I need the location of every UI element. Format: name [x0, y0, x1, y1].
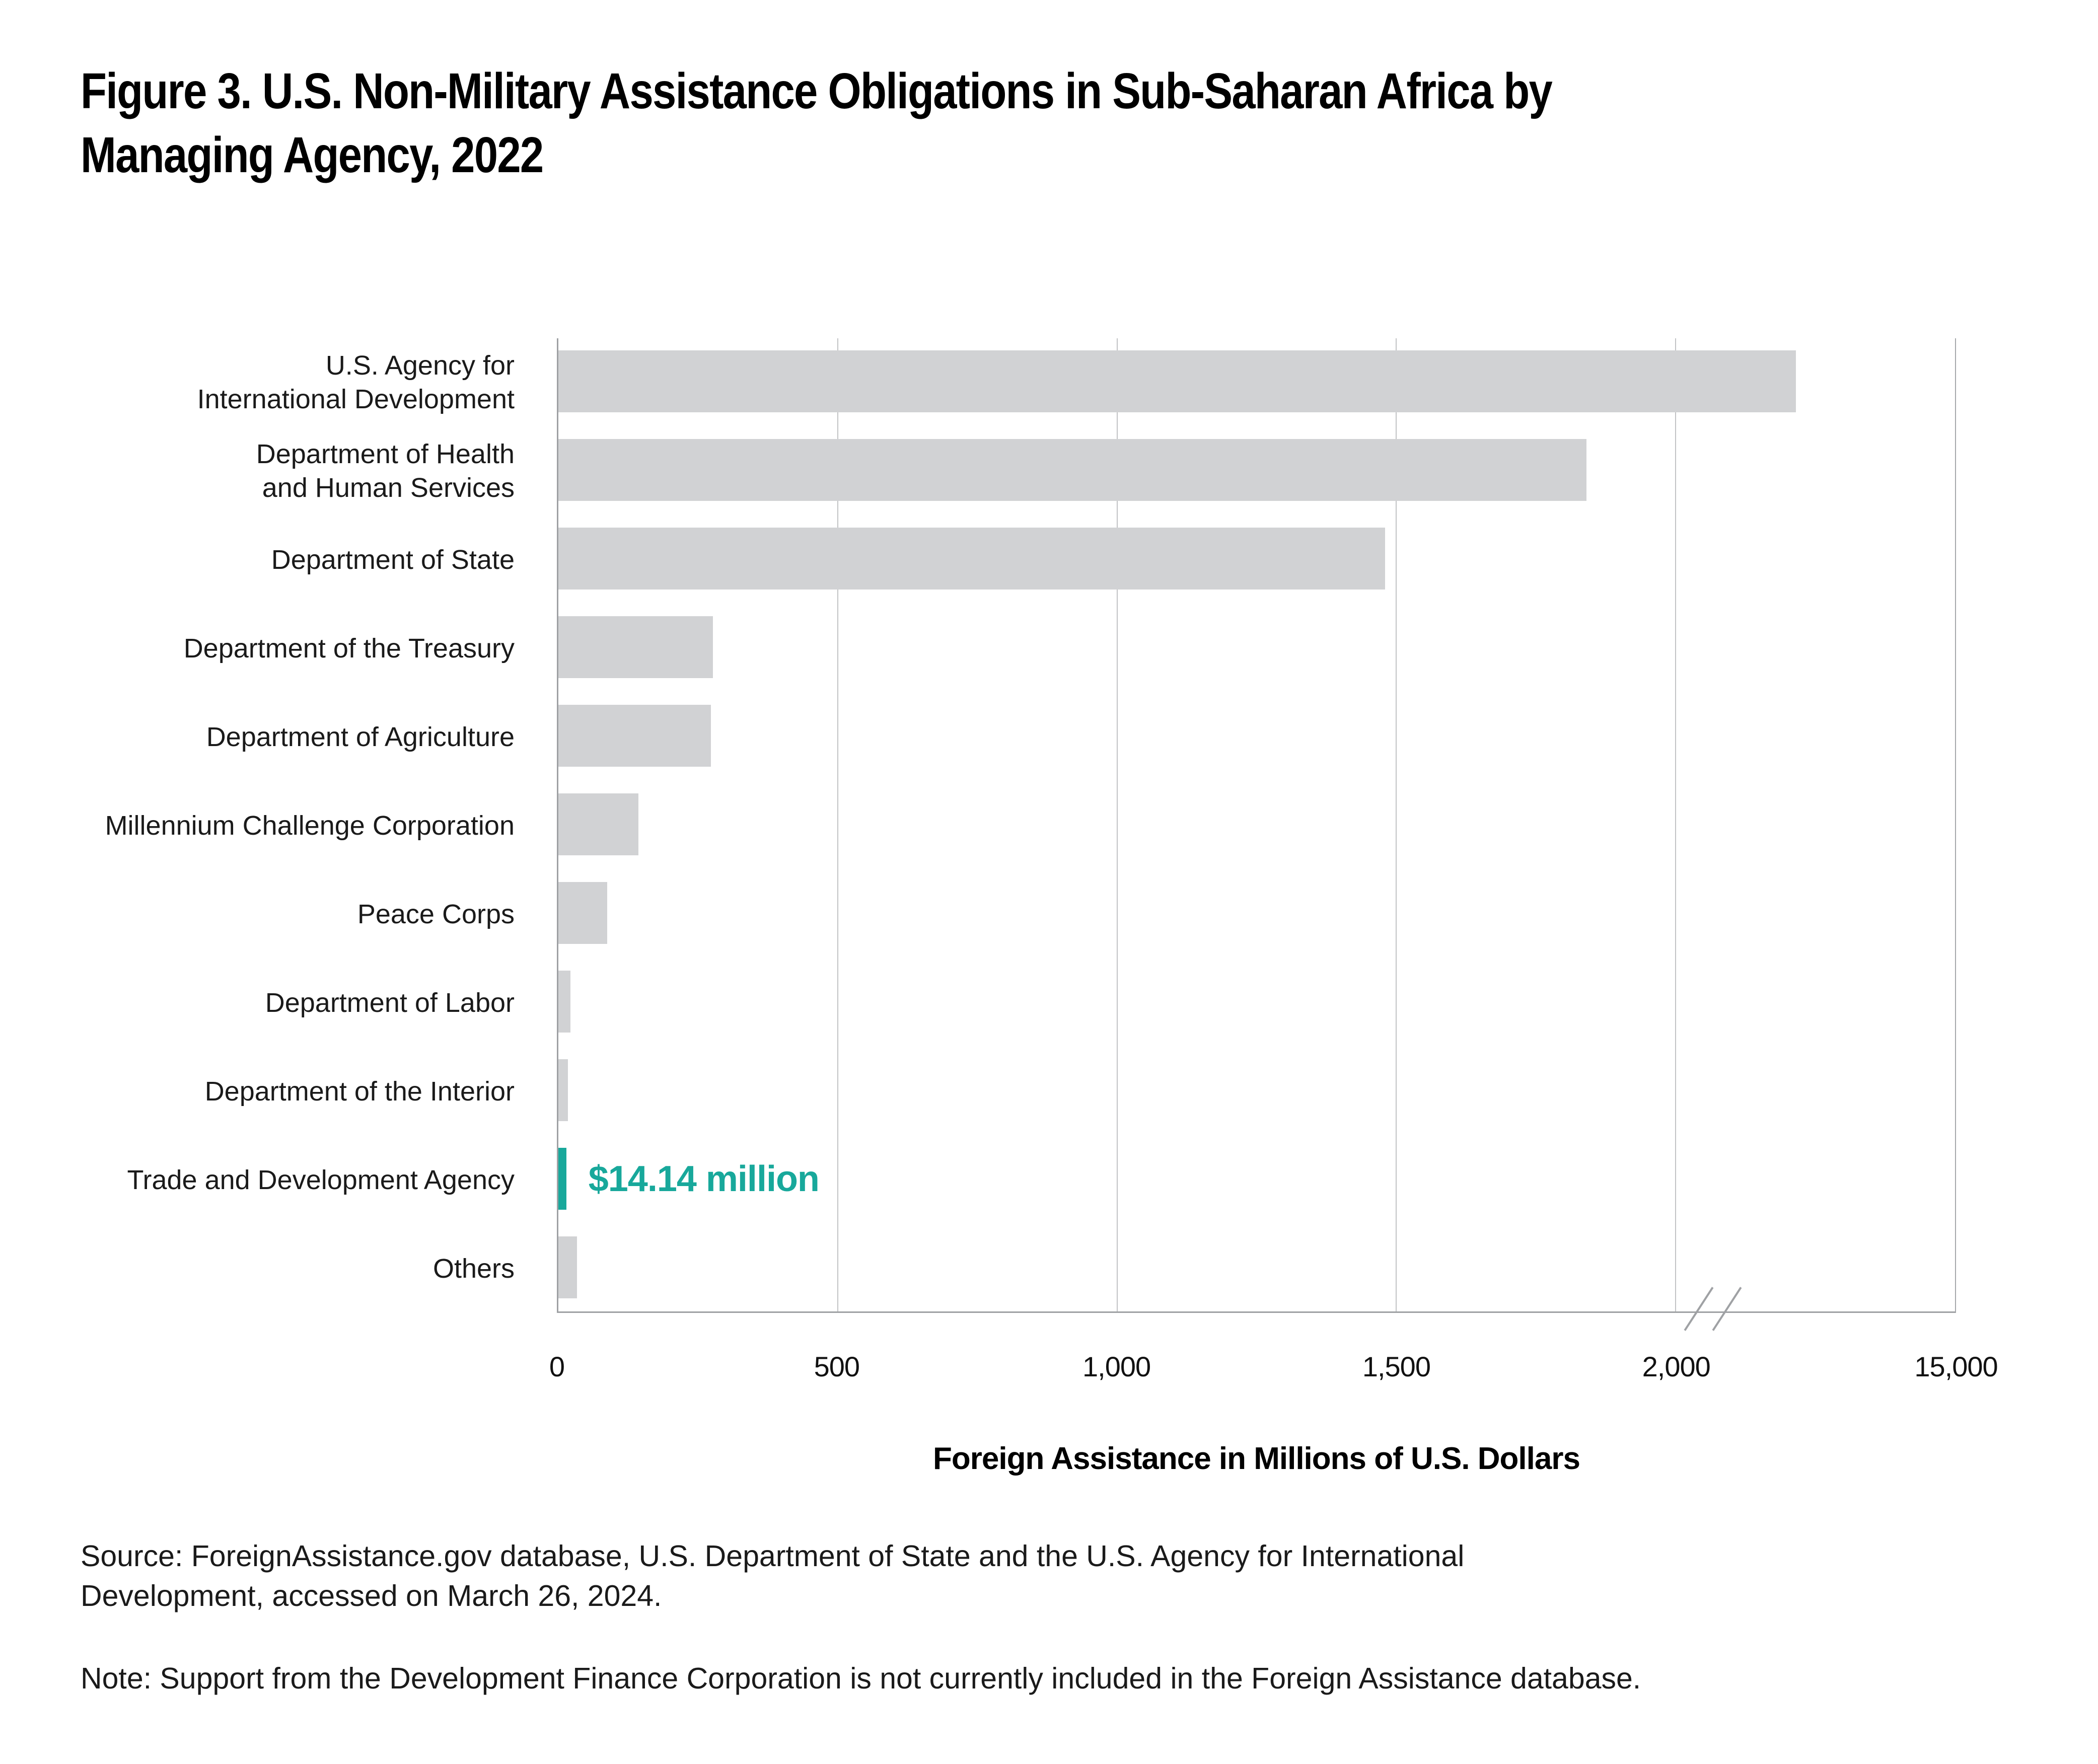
bar-row-department-of-agriculture: [558, 693, 1955, 781]
gridline-500: [837, 338, 838, 1311]
category-label-line: Others: [432, 1253, 515, 1284]
figure-title: Figure 3. U.S. Non-Military Assistance O…: [81, 59, 1553, 187]
category-label-line: Department of State: [271, 544, 515, 575]
x-tick-2000: 2,000: [1642, 1351, 1711, 1382]
bar-department-of-the-treasury: [558, 616, 713, 678]
bar-trade-and-development-agency: [558, 1148, 566, 1210]
category-label-department-of-the-treasury: Department of the Treasury: [0, 604, 536, 693]
category-label-line: Department of Agriculture: [206, 721, 515, 752]
category-label-trade-and-development-agency: Trade and Development Agency: [0, 1136, 536, 1224]
bar-department-of-health-and-human-services: [558, 439, 1586, 501]
category-label-line: U.S. Agency for: [325, 350, 515, 381]
bar-row-trade-and-development-agency: $14.14 million: [558, 1136, 1955, 1224]
category-label-line: Millennium Challenge Corporation: [105, 810, 515, 841]
gridline-1,000: [1116, 338, 1118, 1311]
category-label-line: Trade and Development Agency: [127, 1164, 515, 1195]
category-label-line: Department of the Treasury: [183, 633, 515, 664]
source-text: Source: ForeignAssistance.gov database, …: [81, 1536, 1464, 1616]
category-label-department-of-health-and-human-services: Department of Health and Human Services: [0, 427, 536, 516]
category-label-u-s-agency-for-international-development: U.S. Agency for International Development: [0, 338, 536, 427]
bar-row-department-of-labor: [558, 959, 1955, 1047]
bar-row-others: [558, 1224, 1955, 1313]
plot-area: $14.14 million: [557, 338, 1956, 1331]
category-label-line: and Human Services: [262, 473, 515, 503]
category-label-line: Department of Labor: [265, 987, 515, 1018]
source-line2: Development, accessed on March 26, 2024.: [81, 1579, 662, 1612]
bar-others: [558, 1236, 577, 1298]
bar-department-of-agriculture: [558, 705, 711, 767]
y-axis-labels: U.S. Agency for International Development…: [0, 338, 536, 1313]
bar-department-of-state: [558, 528, 1386, 590]
value-annotation-trade-and-development-agency: $14.14 million: [588, 1158, 820, 1199]
category-label-line: International Development: [197, 384, 515, 414]
category-label-department-of-state: Department of State: [0, 516, 536, 604]
bar-row-u-s-agency-for-international-development: [558, 338, 1955, 427]
x-tick-1000: 1,000: [1082, 1351, 1151, 1382]
x-tick-500: 500: [814, 1351, 860, 1382]
bar-department-of-labor: [558, 971, 571, 1033]
gridline-1,500: [1396, 338, 1397, 1311]
category-label-line: Department of Health: [256, 439, 515, 469]
category-label-others: Others: [0, 1224, 536, 1313]
source-line1: Source: ForeignAssistance.gov database, …: [81, 1539, 1465, 1573]
bar-row-peace-corps: [558, 870, 1955, 959]
category-label-department-of-the-interior: Department of the Interior: [0, 1047, 536, 1136]
bar-row-department-of-state: [558, 516, 1955, 604]
figure-title-line2: Managing Agency, 2022: [81, 127, 544, 183]
category-label-millennium-challenge-corporation: Millennium Challenge Corporation: [0, 781, 536, 870]
bar-u-s-agency-for-international-development: [558, 350, 1796, 412]
x-tick-15000: 15,000: [1914, 1351, 1998, 1382]
bar-millennium-challenge-corporation: [558, 793, 638, 855]
bar-row-department-of-the-interior: [558, 1047, 1955, 1136]
category-label-department-of-labor: Department of Labor: [0, 959, 536, 1047]
bar-row-department-of-health-and-human-services: [558, 427, 1955, 516]
x-tick-0: 0: [549, 1351, 565, 1382]
bar-row-millennium-challenge-corporation: [558, 781, 1955, 870]
category-label-line: Peace Corps: [357, 899, 515, 929]
category-label-department-of-agriculture: Department of Agriculture: [0, 693, 536, 781]
x-axis-title: Foreign Assistance in Millions of U.S. D…: [933, 1441, 1580, 1476]
bar-row-department-of-the-treasury: [558, 604, 1955, 693]
bar-department-of-the-interior: [558, 1059, 568, 1121]
category-label-peace-corps: Peace Corps: [0, 870, 536, 959]
gridline-2,000: [1675, 338, 1677, 1311]
bar-peace-corps: [558, 882, 607, 944]
category-label-line: Department of the Interior: [204, 1076, 515, 1107]
note-text: Note: Support from the Development Finan…: [81, 1662, 1641, 1695]
figure-title-line1: Figure 3. U.S. Non-Military Assistance O…: [81, 63, 1553, 119]
x-tick-1500: 1,500: [1362, 1351, 1431, 1382]
